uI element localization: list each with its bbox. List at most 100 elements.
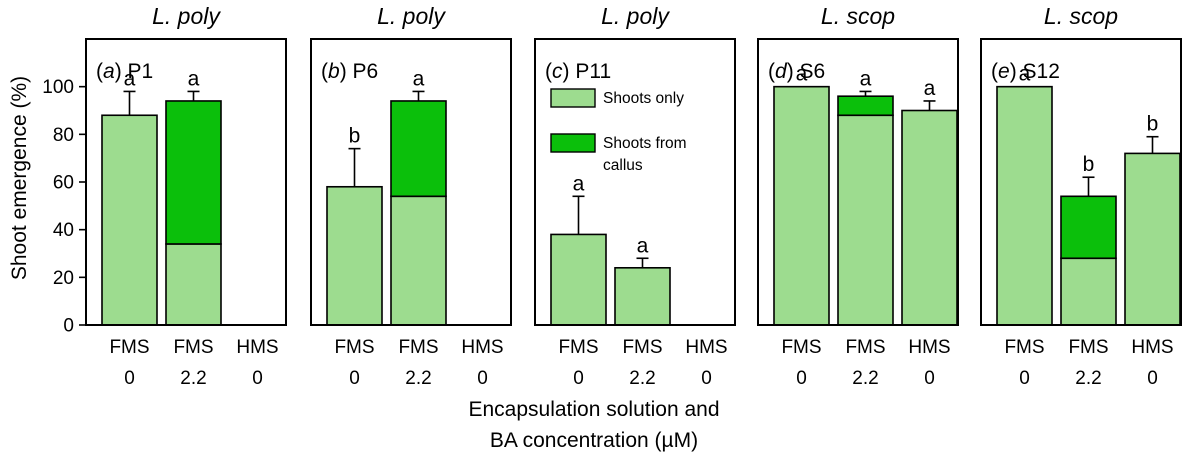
category-label-solution: FMS xyxy=(334,337,374,358)
category-label-solution: FMS xyxy=(845,337,885,358)
category-label-ba: 2.2 xyxy=(629,368,655,389)
y-tick-label: 80 xyxy=(53,125,74,146)
category-label-solution: HMS xyxy=(685,337,727,358)
y-axis: 0 20 40 60 80 100 xyxy=(42,77,86,337)
panel-label: (a) P1 xyxy=(96,60,153,83)
bar-group: a xyxy=(390,67,447,326)
panel-title: L. scop xyxy=(1044,3,1118,29)
category-label-ba: 0 xyxy=(124,368,135,389)
panel-frame xyxy=(757,38,959,326)
bar-shoots-only xyxy=(550,233,607,326)
x-axis-title-line-1: Encapsulation solution and xyxy=(468,398,719,421)
y-tick-label: 60 xyxy=(53,173,74,194)
category-label-solution: HMS xyxy=(908,337,950,358)
legend-label: Shoots from xyxy=(603,135,687,152)
y-tick-label: 0 xyxy=(63,316,74,337)
bar-group: a xyxy=(901,77,958,326)
category-label-solution: FMS xyxy=(173,337,213,358)
significance-letter: a xyxy=(1019,63,1031,86)
significance-letter: a xyxy=(637,234,649,257)
category-label-solution: HMS xyxy=(236,337,278,358)
bar-group: b xyxy=(1124,113,1181,326)
bar-group: a xyxy=(773,63,830,326)
category-label-solution: FMS xyxy=(398,337,438,358)
bar-shoots-from-callus xyxy=(390,100,447,198)
panel-frame xyxy=(534,38,736,326)
panel-b: L. poly b a (b) P6 FMS 0 FMS 2.2 HMS 0 xyxy=(310,3,512,389)
panel-label: (b) P6 xyxy=(321,60,378,83)
legend: Shoots only Shoots from callus xyxy=(550,88,687,174)
category-label-ba: 0 xyxy=(573,368,584,389)
significance-letter: b xyxy=(1083,153,1095,176)
category-label-ba: 0 xyxy=(924,368,935,389)
significance-letter: a xyxy=(413,67,425,90)
bar-group: a xyxy=(101,67,158,326)
category-label-ba: 0 xyxy=(796,368,807,389)
category-label-ba: 0 xyxy=(1019,368,1030,389)
significance-letter: a xyxy=(924,77,936,100)
panel-c: L. poly a a (c) P11 FMS 0 FMS 2.2 HMS 0 Shoots onl… xyxy=(534,3,736,389)
significance-letter: a xyxy=(573,172,585,195)
y-axis-title: Shoot emergence (%) xyxy=(8,76,31,280)
significance-letter: b xyxy=(1147,113,1159,136)
bar-shoots-only xyxy=(614,266,671,326)
panel-title: L. poly xyxy=(152,3,221,29)
significance-letter: a xyxy=(860,67,872,90)
category-label-solution: FMS xyxy=(781,337,821,358)
bar-shoots-only xyxy=(996,85,1053,326)
y-tick-label: 40 xyxy=(53,220,74,241)
panel-e: L. scop a b b (e) S12 FMS 0 FMS 2.2 HMS 0 xyxy=(980,3,1182,389)
panel-frame xyxy=(980,38,1182,326)
bar-group: b xyxy=(1060,153,1117,326)
category-label-solution: FMS xyxy=(1068,337,1108,358)
category-label-ba: 0 xyxy=(252,368,263,389)
bar-shoots-only xyxy=(165,243,222,326)
category-label-solution: HMS xyxy=(1131,337,1173,358)
bar-shoots-from-callus xyxy=(165,100,222,245)
bar-shoots-from-callus xyxy=(1060,195,1117,260)
category-label-solution: FMS xyxy=(558,337,598,358)
category-label-ba: 2.2 xyxy=(180,368,206,389)
legend-swatch xyxy=(550,133,596,153)
category-label-ba: 0 xyxy=(701,368,712,389)
category-label-solution: FMS xyxy=(109,337,149,358)
x-axis-title-line-2: BA concentration (µM) xyxy=(490,429,698,452)
legend-swatch xyxy=(550,88,596,108)
bar-shoots-only xyxy=(326,185,383,326)
y-tick-label: 100 xyxy=(42,77,74,98)
bar-group: a xyxy=(996,63,1053,326)
panel-label: (d) S6 xyxy=(768,60,825,83)
panel-frame xyxy=(310,38,512,326)
bar-group: b xyxy=(326,125,383,326)
bar-group: a xyxy=(614,234,671,326)
bar-shoots-only xyxy=(837,114,894,326)
y-tick-label: 20 xyxy=(53,268,74,289)
category-label-ba: 0 xyxy=(1147,368,1158,389)
category-label-ba: 2.2 xyxy=(1075,368,1101,389)
bar-shoots-from-callus xyxy=(837,95,894,117)
bar-shoots-only xyxy=(101,114,158,326)
panel-label: (c) P11 xyxy=(545,60,611,83)
significance-letter: b xyxy=(349,125,361,148)
category-label-solution: HMS xyxy=(461,337,503,358)
bar-shoots-only xyxy=(1060,257,1117,326)
category-label-ba: 2.2 xyxy=(405,368,431,389)
category-label-solution: FMS xyxy=(622,337,662,358)
significance-letter: a xyxy=(188,67,200,90)
panel-label: (e) S12 xyxy=(991,60,1060,83)
bar-shoots-only xyxy=(773,85,830,326)
legend-label: Shoots only xyxy=(603,90,684,107)
bar-group: a xyxy=(837,67,894,326)
category-label-ba: 0 xyxy=(349,368,360,389)
significance-letter: a xyxy=(124,67,136,90)
category-label-solution: FMS xyxy=(1004,337,1044,358)
significance-letter: a xyxy=(796,63,808,86)
panel-title: L. scop xyxy=(821,3,895,29)
bar-group: a xyxy=(165,67,222,326)
bar-shoots-only xyxy=(901,109,958,326)
category-label-ba: 2.2 xyxy=(852,368,878,389)
legend-label: callus xyxy=(603,157,643,174)
